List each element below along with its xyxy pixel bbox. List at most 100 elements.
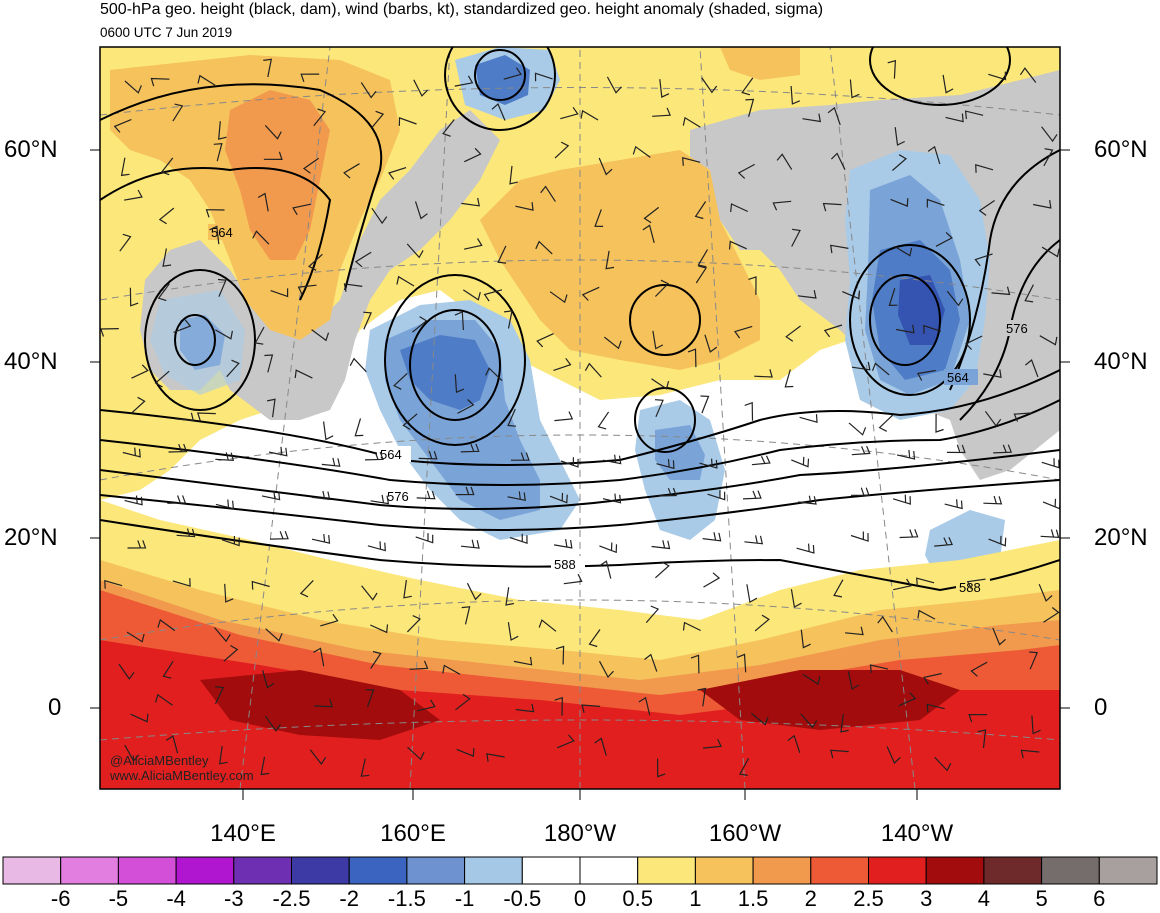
wind-barb [320,613,339,627]
wind-barb [104,579,123,589]
wind-barb [176,528,196,538]
wind-barb [257,192,269,212]
wind-barb [964,110,984,120]
wind-barb [416,490,436,500]
wind-barb [898,692,917,707]
wind-barb [393,372,408,390]
wind-barb [360,758,370,777]
wind-barb [221,536,240,547]
anomaly-neg-0.5-asia-low [150,290,245,395]
wind-barb [988,535,1007,547]
wind-barb [455,693,471,711]
wind-barb [118,663,135,680]
wind-barb [406,243,424,259]
wind-barb [215,499,235,510]
wind-barb [1024,284,1034,303]
wind-barb [1041,246,1060,258]
wind-barb [354,418,364,437]
wind-barb [321,457,341,467]
wind-barb [599,560,612,579]
wind-barb [886,746,901,765]
wind-barb [1019,67,1037,83]
wind-barb [845,626,864,636]
wind-barb [213,143,223,162]
wind-barb [776,153,793,170]
wind-barb [964,335,983,350]
wind-barb [162,248,172,267]
wind-barb [895,324,915,334]
wind-barb [261,490,281,501]
wind-barb [849,79,860,99]
wind-barb [214,686,225,705]
wind-barb [644,653,658,672]
wind-barb [554,696,563,716]
wind-barb [154,370,170,388]
wind-barb [370,624,389,634]
wind-barb [598,660,614,679]
wind-barb [300,73,320,83]
wind-barb [120,157,130,177]
wind-barb [1041,458,1060,469]
wind-barb [414,201,428,220]
wind-barb [485,367,503,382]
wind-barb [638,696,651,716]
wind-barb [916,369,936,381]
wind-barb [370,494,390,505]
wind-barb [560,457,579,468]
wind-barb [1031,715,1041,735]
wind-barb [787,734,801,753]
colorbar-tick-label: -2.5 [272,886,311,911]
wind-barb [754,369,773,378]
wind-barb [213,627,231,643]
wind-barb [313,108,327,127]
contour-label-group: 564 564 576 588 588 564 576 [208,224,1037,595]
wind-barb [983,495,1003,505]
wind-barb [302,157,320,174]
anomaly-pos-1.5-asia [225,90,330,260]
wind-barb [682,157,701,166]
wind-barb [130,713,149,723]
wind-barb [264,354,274,373]
wind-barb [848,422,867,436]
wind-barb [398,117,417,126]
graticule [100,47,1060,789]
wind-barb [700,395,710,414]
wind-barb [703,572,721,588]
wind-barb [654,279,670,297]
wind-barb [991,286,1011,296]
colorbar-tick-label: -5 [108,886,129,911]
wind-barb [750,712,769,726]
wind-barb [510,452,530,461]
contour-label: 588 [554,557,576,572]
wind-barb [168,443,188,453]
wind-barb [1041,126,1058,143]
wind-barb [442,664,461,675]
wind-barb [157,619,176,632]
contour-label: 576 [387,489,409,504]
wind-barb [738,758,750,776]
wind-barb [462,289,481,301]
wind-barb [124,80,142,94]
wind-barb [150,77,170,87]
wind-barb [942,74,954,94]
wind-barb [218,745,228,765]
wind-barb [456,748,475,757]
colorbar-tick-label: -4 [166,886,186,911]
colorbar-tick-label: 0.5 [622,886,653,911]
credit-handle: @AliciaMBentley [110,753,209,768]
wind-barb [966,578,986,590]
wind-barb [899,529,919,539]
wind-barb [269,530,289,540]
wind-barb [1039,335,1058,346]
wind-barb [505,587,515,606]
wind-barb [823,324,843,338]
wind-barb [1029,651,1039,670]
lat-label-left-0: 0 [48,694,62,721]
wind-barb [463,238,483,250]
wind-barb [167,495,187,504]
colorbar-tick-label: -2 [339,886,359,911]
wind-barb [262,670,275,689]
wind-barb [791,228,801,247]
wind-barb [926,198,945,208]
wind-barb [226,359,240,378]
